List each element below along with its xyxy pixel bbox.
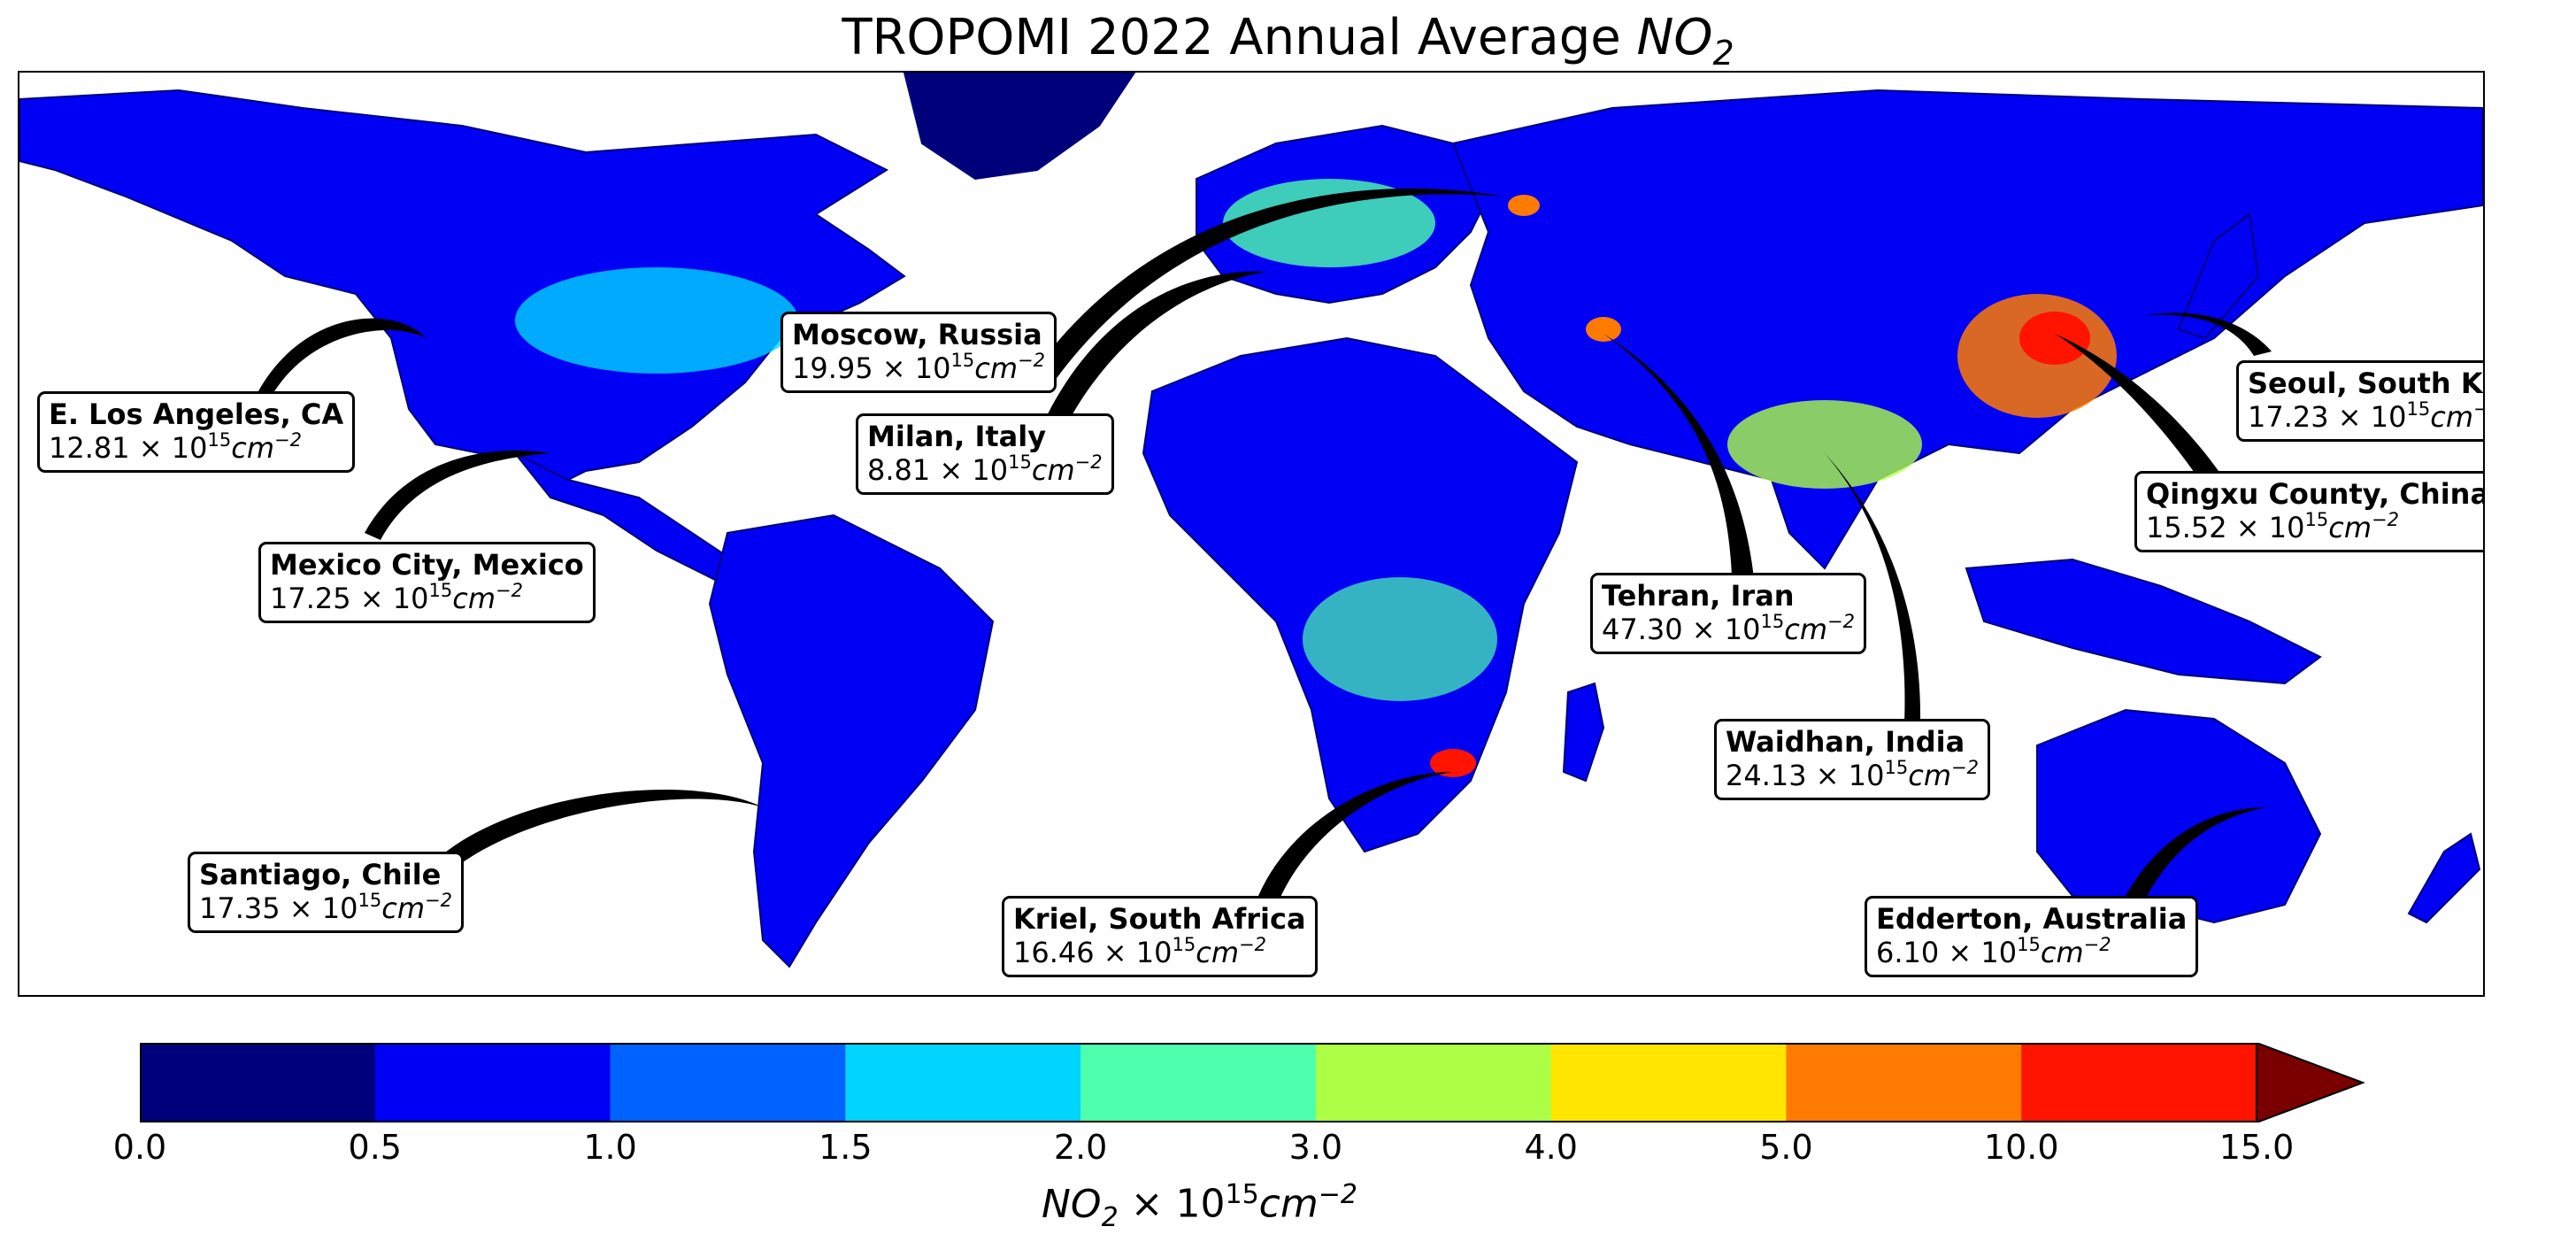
hotspot-india [1727,400,1922,489]
colorbar-segment [1315,1043,1552,1122]
colorbar-tick-label: 15.0 [2218,1128,2295,1167]
callout-tehran: Tehran, Iran 47.30 × 1015cm−2 [1590,573,1866,654]
callout-city: Santiago, Chile [199,858,442,891]
leader-qingxu [2055,334,2218,475]
land-australia [2036,708,2322,924]
land-north-america [19,89,906,490]
callout-value: 12.81 × 1015cm−2 [49,429,302,466]
callout-value: 17.25 × 1015cm−2 [270,580,523,616]
leader-santiago [435,790,763,869]
leader-moscow [1033,189,1506,381]
colorbar-tick-label: 1.5 [819,1128,873,1167]
colorbar-segment [140,1043,376,1122]
leader-waidhan [1825,453,1921,723]
hotspot-us-east [515,267,798,374]
colorbar-label: NO2 × 1015cm−2 [1042,1179,1357,1233]
colorbar [140,1043,2365,1122]
colorbar-segment [845,1043,1081,1122]
callout-santiago: Santiago, Chile 17.35 × 1015cm−2 [188,852,464,933]
callout-value: 17.35 × 1015cm−2 [199,890,452,926]
leader-mexico-city [365,450,550,540]
land-south-america [708,513,995,968]
callout-city: Edderton, Australia [1876,902,2188,936]
world-map [19,73,2483,968]
colorbar-tick-label: 2.0 [1053,1128,1108,1167]
colorbar-tick-label: 4.0 [1524,1128,1578,1167]
land-sea-islands [1965,558,2322,685]
colorbar-tick-label: 10.0 [1983,1128,2059,1167]
colorbar-segment [2021,1043,2257,1122]
colorbar-tick-label: 0.5 [348,1128,402,1167]
land-madagascar [1562,682,1605,783]
callout-city: Mexico City, Mexico [270,548,584,582]
land-greenland [903,73,1136,181]
hotspot-tehran [1586,317,1621,342]
colorbar-segment [610,1043,846,1122]
pollution-hotspots [515,179,2117,777]
colorbar-segment [1080,1043,1317,1122]
colorbar-outline [140,1043,2257,1122]
callout-city: Kriel, South Africa [1013,902,1306,936]
map-frame: E. Los Angeles, CA 12.81 × 1015cm−2 Mexi… [18,71,2485,997]
colorbar-segment [1786,1043,2022,1122]
callout-value: 15.52 × 1015cm−2 [2146,509,2399,545]
callout-city: Seoul, South Korea [2248,366,2483,400]
colorbar-extend-arrow [2256,1043,2365,1122]
leader-seoul [2143,312,2272,356]
callout-city: Milan, Italy [867,420,1047,453]
colorbar-tick-label: 5.0 [1759,1128,1813,1167]
callout-value: 8.81 × 1015cm−2 [867,451,1103,488]
hotspot-europe [1223,179,1435,267]
colorbar-tick-label: 0.0 [112,1128,167,1167]
colorbar-tick-label: 1.0 [583,1128,637,1167]
leader-tehran [1603,334,1754,579]
callout-value: 16.46 × 1015cm−2 [1013,934,1266,970]
callout-value: 19.95 × 1015cm−2 [792,350,1045,386]
callout-los-angeles: E. Los Angeles, CA 12.81 × 1015cm−2 [37,391,356,473]
callout-milan: Milan, Italy 8.81 × 1015cm−2 [856,413,1114,495]
colorbar-segments [140,1043,2257,1122]
callout-value: 17.23 × 1015cm−2 [2248,398,2483,435]
callout-city: Waidhan, India [1726,725,1965,759]
callout-value: 6.10 × 1015cm−2 [1876,934,2111,970]
callout-waidhan: Waidhan, India 24.13 × 1015cm−2 [1714,719,1990,800]
colorbar-tick-label: 3.0 [1288,1128,1343,1167]
callout-city: Moscow, Russia [792,318,1042,351]
callout-moscow: Moscow, Russia 19.95 × 1015cm−2 [780,312,1057,393]
map-title: TROPOMI 2022 Annual Average NO2 [0,7,2576,84]
callout-city: Qingxu County, China [2146,477,2485,511]
hotspot-south-africa [1430,749,1476,777]
land-new-zealand [2407,832,2481,924]
hotspot-north-china [2019,312,2090,365]
callout-value: 24.13 × 1015cm−2 [1726,757,1979,793]
callout-qingxu: Qingxu County, China 15.52 × 1015cm−2 [2134,471,2485,552]
title-prefix: TROPOMI 2022 Annual Average [842,9,1637,66]
title-species: NO2 [1636,9,1734,73]
hotspot-moscow [1508,195,1540,216]
leader-edderton [2126,807,2267,903]
leader-los-angeles [258,318,427,396]
colorbar-segment [374,1043,611,1122]
callout-value: 47.30 × 1015cm−2 [1602,611,1855,647]
callout-edderton: Edderton, Australia 6.10 × 1015cm−2 [1865,896,2199,977]
callout-city: Tehran, Iran [1602,579,1795,613]
callout-kriel: Kriel, South Africa 16.46 × 1015cm−2 [1002,896,1318,977]
hotspot-central-africa [1303,577,1497,701]
callout-seoul: Seoul, South Korea 17.23 × 1015cm−2 [2236,360,2483,442]
leader-kriel [1258,772,1453,903]
callout-city: E. Los Angeles, CA [49,397,344,431]
callout-leaders [258,189,2272,903]
colorbar-segment [1550,1043,1787,1122]
callout-mexico-city: Mexico City, Mexico 17.25 × 1015cm−2 [258,542,596,623]
